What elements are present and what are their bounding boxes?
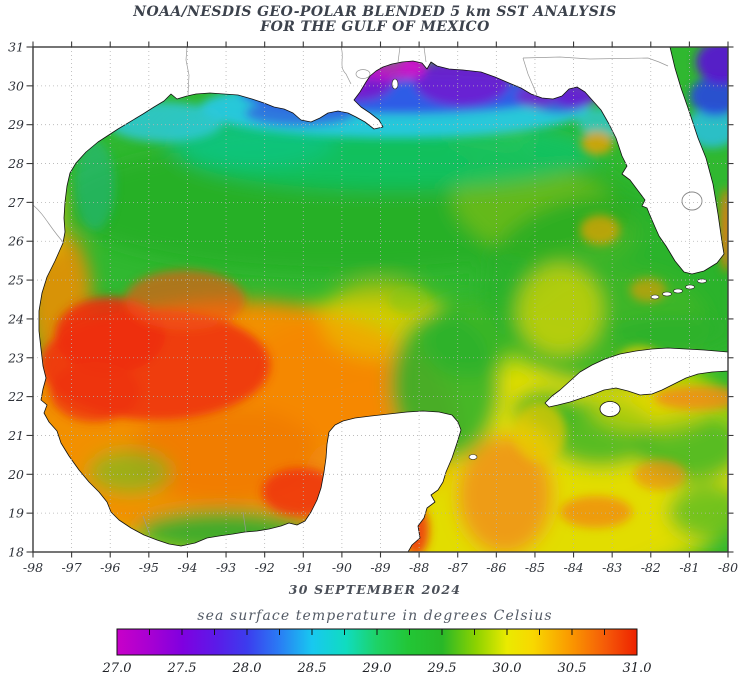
- chart-title-line2: FOR THE GULF OF MEXICO: [259, 19, 490, 35]
- grid-layer: [33, 47, 728, 552]
- colorbar-tick-label: 29.5: [427, 661, 457, 676]
- y-tick-label: 22: [7, 389, 24, 404]
- plot-frame: [32, 46, 729, 553]
- land-florida-keys: [650, 278, 707, 300]
- x-tick-label: -89: [370, 560, 390, 575]
- y-tick-label: 18: [8, 545, 24, 560]
- y-tick-label: 28: [7, 156, 24, 171]
- y-tick-label: 25: [7, 273, 24, 288]
- date-label: 30 SEPTEMBER 2024: [289, 582, 461, 597]
- colorbar-tick-label: 30.0: [493, 661, 522, 676]
- y-tick-label: 21: [7, 428, 24, 443]
- colorbar-title: sea surface temperature in degrees Celsi…: [197, 608, 552, 624]
- y-tick-label: 24: [7, 311, 24, 326]
- colorbar-tick-label: 27.5: [167, 661, 197, 676]
- y-tick-label: 23: [7, 350, 24, 365]
- x-tick-label: -82: [641, 560, 661, 575]
- land-isla-juventud: [599, 401, 621, 417]
- x-tick-label: -90: [332, 560, 352, 575]
- land-chandeleur-islands: [391, 78, 399, 90]
- x-tick-label: -94: [177, 560, 197, 575]
- land-layer: [33, 47, 728, 552]
- x-tick-label: -83: [602, 560, 622, 575]
- colorbar-tick-label: 28.0: [232, 661, 262, 676]
- x-tick-label: -91: [293, 560, 313, 575]
- lake-pontchartrain: [355, 69, 371, 79]
- colorbar: 27.0 27.5 28.0 28.5 29.0 29.5 30.0 30.5 31.0: [102, 628, 652, 676]
- y-tick-label: 27: [7, 195, 24, 210]
- x-tick-label: -92: [255, 560, 275, 575]
- y-tick-label: 20: [7, 467, 24, 482]
- y-tick-label: 26: [7, 234, 24, 249]
- colorbar-tick-label: 31.0: [623, 661, 652, 676]
- colorbar-border: [116, 628, 638, 656]
- land-north-america: [33, 47, 725, 552]
- colorbar-tick-label: 27.0: [102, 661, 132, 676]
- y-tick-label: 29: [7, 117, 24, 132]
- x-tick-label: -84: [563, 560, 583, 575]
- colorbar-tick-label: 29.0: [362, 661, 392, 676]
- y-axis-tick-labels: 31 30 29 28 27 26 25 24 23 22 21 20 19 18: [7, 40, 24, 560]
- x-tick-label: -95: [139, 560, 159, 575]
- colorbar-tick-label: 30.5: [558, 661, 587, 676]
- y-tick-label: 30: [8, 78, 24, 93]
- x-tick-label: -96: [100, 560, 120, 575]
- x-tick-label: -86: [486, 560, 506, 575]
- x-tick-label: -98: [23, 560, 43, 575]
- x-tick-label: -93: [216, 560, 236, 575]
- x-tick-label: -87: [448, 560, 468, 575]
- x-tick-label: -85: [525, 560, 545, 575]
- x-axis-tick-labels: -98 -97 -96 -95 -94 -93 -92 -91 -90 -89 -88 -87 -86 -…: [23, 560, 738, 575]
- chart-title-line1: NOAA/NESDIS GEO-POLAR BLENDED 5 km SST A…: [132, 4, 616, 20]
- y-tick-label: 19: [8, 506, 24, 521]
- colorbar-ticks: [116, 629, 638, 635]
- lake-okeechobee: [681, 191, 703, 211]
- x-tick-label: -88: [409, 560, 429, 575]
- y-tick-label: 31: [8, 40, 24, 55]
- axis-ticks: [26, 41, 734, 558]
- colorbar-tick-labels: 27.0 27.5 28.0 28.5 29.0 29.5 30.0 30.5 31.0: [102, 661, 652, 676]
- land-cuba: [544, 347, 728, 408]
- x-tick-label: -80: [718, 560, 738, 575]
- colorbar-tick-label: 28.5: [297, 661, 327, 676]
- x-tick-label: -97: [62, 560, 82, 575]
- land-cozumel: [468, 454, 478, 460]
- x-tick-label: -81: [679, 560, 699, 575]
